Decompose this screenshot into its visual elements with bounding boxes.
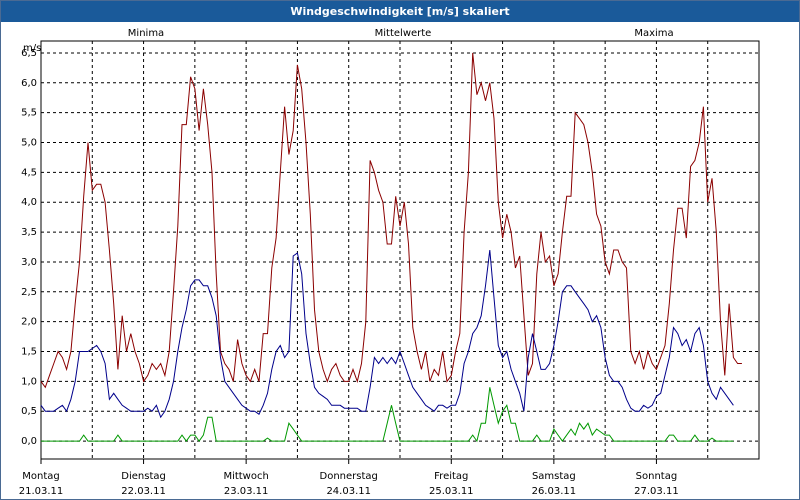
series-minima: [41, 387, 734, 443]
x-axis: Montag 21.03.11 Dienstag 22.03.11 Mittwoch 23…: [19, 459, 679, 497]
window-title: Windgeschwindigkeit [m/s] skaliert: [1, 1, 799, 22]
x-tick-date: 23.03.11: [224, 486, 269, 497]
y-axis-label: m/s: [23, 43, 41, 54]
y-tick-label: 5,5: [21, 108, 37, 119]
x-tick-date: 25.03.11: [429, 486, 474, 497]
legend-mittelwerte: Mittelwerte: [375, 28, 432, 39]
y-tick-label: 1,5: [21, 347, 37, 358]
series-layer: [40, 52, 742, 443]
y-tick-label: 0,5: [21, 406, 37, 417]
y-tick-label: 6,5: [21, 48, 37, 59]
y-tick-label: 3,0: [21, 257, 37, 268]
y-axis: 0,0 0,5 1,0 1,5 2,0 2,5 3,0 3,5 4,0 4,5 5,0 5,5 6,0 6…: [21, 48, 37, 447]
series-maxima: [40, 52, 742, 389]
y-tick-label: 3,5: [21, 227, 37, 238]
x-tick-day: Donnerstag: [320, 471, 378, 482]
x-tick-date: 26.03.11: [532, 486, 577, 497]
y-tick-label: 0,0: [21, 436, 37, 447]
x-tick-day: Montag: [22, 471, 59, 482]
legend-minima: Minima: [128, 28, 164, 39]
x-tick-date: 22.03.11: [121, 486, 166, 497]
y-tick-label: 1,0: [21, 376, 37, 387]
legend-maxima: Maxima: [634, 28, 673, 39]
x-tick-date: 21.03.11: [19, 486, 64, 497]
y-tick-label: 5,0: [21, 138, 37, 149]
series-mittelwerte: [40, 249, 734, 419]
x-tick-date: 27.03.11: [634, 486, 679, 497]
y-tick-label: 2,5: [21, 287, 37, 298]
x-tick-date: 24.03.11: [326, 486, 371, 497]
grid: [41, 41, 759, 459]
y-tick-label: 4,0: [21, 197, 37, 208]
y-tick-label: 6,0: [21, 78, 37, 89]
x-tick-day: Freitag: [434, 471, 468, 482]
x-tick-day: Dienstag: [121, 471, 166, 482]
x-tick-day: Sonntag: [636, 471, 678, 482]
y-tick-label: 2,0: [21, 317, 37, 328]
x-tick-day: Samstag: [532, 471, 576, 482]
y-tick-label: 4,5: [21, 167, 37, 178]
x-tick-day: Mittwoch: [223, 471, 268, 482]
